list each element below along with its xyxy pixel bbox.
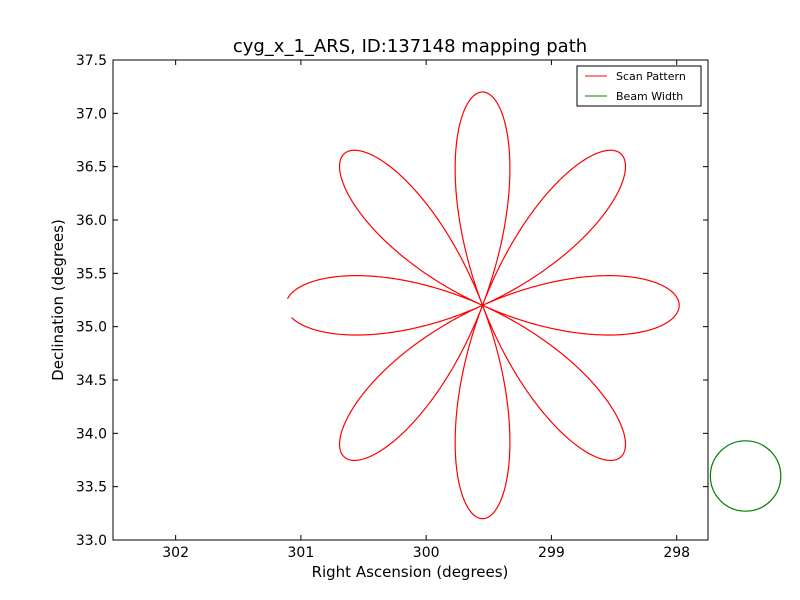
plot-frame: [112, 59, 709, 541]
y-tick-label: 35.5: [76, 266, 107, 282]
y-tick-label: 36.5: [76, 160, 107, 176]
x-tick-label: 298: [663, 545, 690, 561]
legend-label-scan-pattern: Scan Pattern: [616, 70, 686, 83]
x-tick-label: 301: [288, 545, 315, 561]
chart-title: cyg_x_1_ARS, ID:137148 mapping path: [233, 36, 587, 57]
y-tick-label: 35.0: [76, 320, 107, 336]
legend-label-beam-width: Beam Width: [616, 90, 683, 103]
legend-box: [576, 65, 702, 107]
y-axis-label: Declination (degrees): [49, 219, 67, 381]
y-tick-label: 36.0: [76, 213, 107, 229]
plot-area: [113, 60, 708, 540]
legend: Scan Pattern Beam Width: [576, 65, 702, 107]
x-tick-label: 302: [162, 545, 189, 561]
y-tick-label: 34.5: [76, 373, 107, 389]
scan-pattern-line: [286, 91, 680, 520]
beam-width-circle: [709, 440, 782, 512]
ticks-layer: 302 301 300 299 298 33.0 33.5 34.0 34.5 35.0 35.5 3…: [76, 53, 708, 561]
x-axis-label: Right Ascension (degrees): [312, 563, 509, 581]
y-tick-label: 37.0: [76, 106, 107, 122]
y-tick-label: 34.0: [76, 426, 107, 442]
x-tick-label: 299: [538, 545, 565, 561]
series-layer: [286, 91, 782, 520]
y-tick-label: 37.5: [76, 53, 107, 69]
y-tick-label: 33.5: [76, 480, 107, 496]
y-tick-label: 33.0: [76, 533, 107, 549]
x-tick-label: 300: [413, 545, 440, 561]
